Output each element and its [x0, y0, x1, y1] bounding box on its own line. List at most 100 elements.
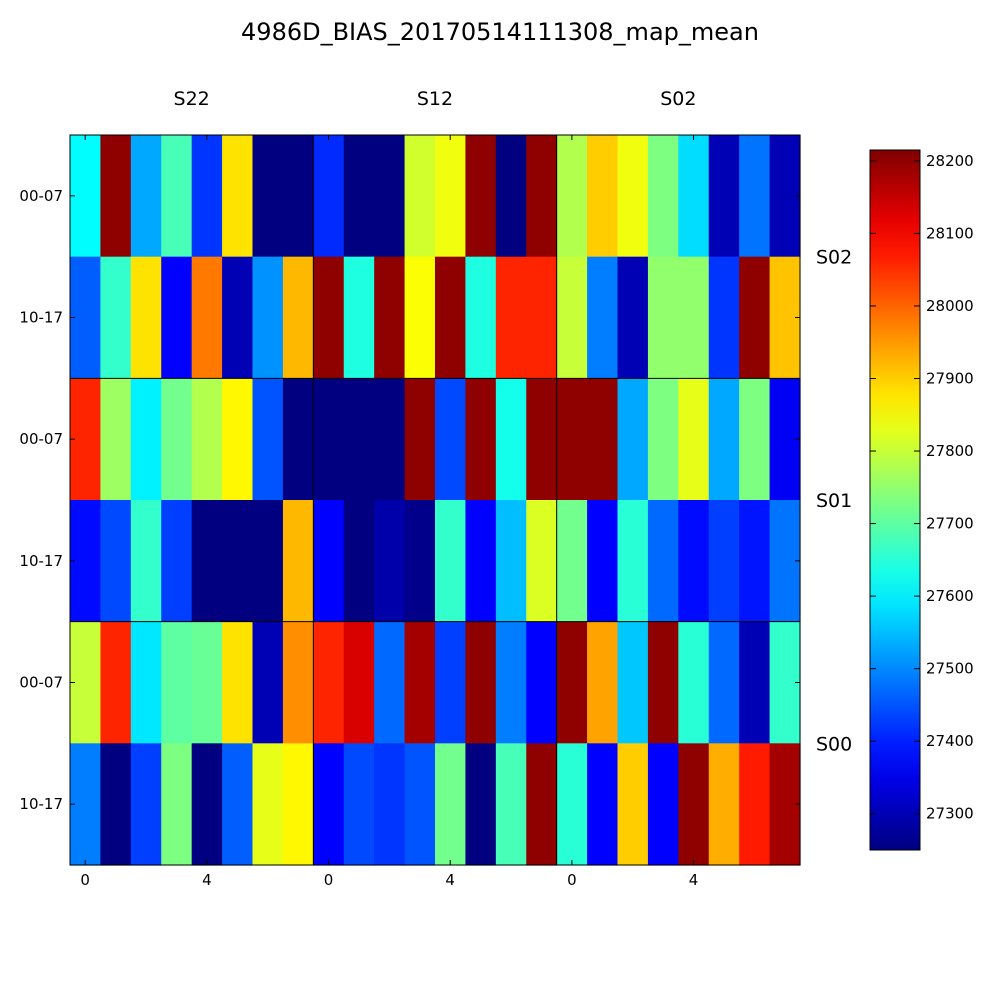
heatmap-cell — [647, 500, 679, 623]
heatmap-cell — [404, 256, 436, 379]
heatmap-cell — [70, 621, 102, 744]
colorbar-tick-label: 27300 — [926, 805, 974, 823]
heatmap-cell — [617, 621, 649, 744]
heatmap-cell — [343, 135, 375, 258]
heatmap-cell — [587, 135, 619, 258]
heatmap-cell — [435, 256, 467, 379]
heatmap-cell — [617, 135, 649, 258]
colorbar-tick-label: 27700 — [926, 515, 974, 533]
heatmap-cell — [587, 743, 619, 866]
row-tick-label: 00-07 — [19, 674, 63, 692]
heatmap-cell — [191, 743, 223, 866]
heatmap-cell — [222, 500, 254, 623]
heatmap-cell — [708, 743, 740, 866]
heatmap-cell — [739, 743, 771, 866]
row-tick-label: 00-07 — [19, 430, 63, 448]
heatmap-cell — [374, 621, 406, 744]
heatmap-cell — [374, 743, 406, 866]
heatmap-cell — [678, 743, 710, 866]
heatmap-cell — [70, 500, 102, 623]
heatmap-cell — [130, 135, 162, 258]
heatmap-cell — [70, 378, 102, 501]
heatmap-cell — [465, 378, 497, 501]
heatmap-cell — [678, 621, 710, 744]
heatmap-cell — [100, 500, 132, 623]
heatmap-overlay: S22 S12 S02S02S01S0000-0710-1700-0710-1700… — [19, 88, 852, 889]
heatmap-cell — [526, 256, 558, 379]
heatmap-cell — [435, 743, 467, 866]
heatmap-cell — [374, 378, 406, 501]
heatmap-cell — [100, 378, 132, 501]
heatmap-cell — [465, 135, 497, 258]
heatmap-cell — [70, 743, 102, 866]
colorbar-tick-label: 27900 — [926, 369, 974, 387]
heatmap-cell — [161, 500, 193, 623]
heatmap-cell — [617, 743, 649, 866]
heatmap-cell — [647, 378, 679, 501]
heatmap-cell — [739, 378, 771, 501]
heatmap-cell — [708, 135, 740, 258]
heatmap-cell — [647, 135, 679, 258]
heatmap-cell — [435, 621, 467, 744]
heatmap-cell — [343, 378, 375, 501]
colorbar-tick-label: 28100 — [926, 224, 974, 242]
column-group-label: S12 — [417, 88, 453, 110]
row-tick-label: 10-17 — [19, 795, 63, 813]
heatmap-cell — [343, 256, 375, 379]
colorbar: 27300 27400 27500 27600 27700 27800 27900 28000… — [869, 149, 974, 851]
heatmap-cell — [161, 135, 193, 258]
heatmap-cell — [526, 743, 558, 866]
heatmap-cell — [252, 500, 284, 623]
heatmap-cell — [739, 135, 771, 258]
colorbar-tick-label: 28000 — [926, 297, 974, 315]
heatmap-cell — [374, 256, 406, 379]
heatmap-cell — [647, 621, 679, 744]
heatmap-cell — [617, 500, 649, 623]
heatmap-cell — [282, 135, 314, 258]
heatmap-cell — [526, 621, 558, 744]
heatmap-cell — [191, 256, 223, 379]
heatmap-cell — [404, 378, 436, 501]
column-group-label: S22 — [174, 88, 210, 110]
column-group-label: S02 — [660, 88, 696, 110]
heatmap-cell — [465, 743, 497, 866]
heatmap-cell — [587, 378, 619, 501]
heatmap-cell — [282, 256, 314, 379]
colorbar-tick-label: 27500 — [926, 660, 974, 678]
heatmap-cell — [100, 743, 132, 866]
column-tick-label: 0 — [567, 871, 577, 889]
heatmap-cell — [282, 621, 314, 744]
heatmap-cell — [678, 378, 710, 501]
heatmap-cell — [404, 135, 436, 258]
heatmap-cell — [130, 621, 162, 744]
heatmap-cell — [617, 378, 649, 501]
heatmap-cell — [252, 135, 284, 258]
plot-frame — [69, 134, 801, 866]
heatmap-cell — [495, 256, 527, 379]
heatmap-cell — [404, 621, 436, 744]
heatmap-cell — [495, 621, 527, 744]
heatmap-cell — [495, 378, 527, 501]
heatmap-cell — [222, 743, 254, 866]
heatmap-cell — [617, 256, 649, 379]
heatmap-cell — [100, 621, 132, 744]
colorbar-bar — [869, 149, 921, 851]
column-tick-label: 4 — [689, 871, 699, 889]
row-tick-label: 10-17 — [19, 309, 63, 327]
heatmap-cell — [222, 135, 254, 258]
heatmap-cell — [556, 500, 588, 623]
heatmap-cell — [708, 621, 740, 744]
heatmap-cell — [739, 256, 771, 379]
heatmap-cell — [374, 500, 406, 623]
heatmap-cell — [252, 621, 284, 744]
heatmap-cell — [313, 256, 345, 379]
heatmap-cell — [252, 378, 284, 501]
heatmap-cell — [313, 500, 345, 623]
column-tick-label: 4 — [445, 871, 455, 889]
row-group-label: S01 — [816, 490, 852, 512]
heatmap-cell — [282, 378, 314, 501]
heatmap-cell — [222, 378, 254, 501]
heatmap-cell — [708, 378, 740, 501]
colorbar-tick-label: 27600 — [926, 587, 974, 605]
heatmap-cell — [191, 500, 223, 623]
